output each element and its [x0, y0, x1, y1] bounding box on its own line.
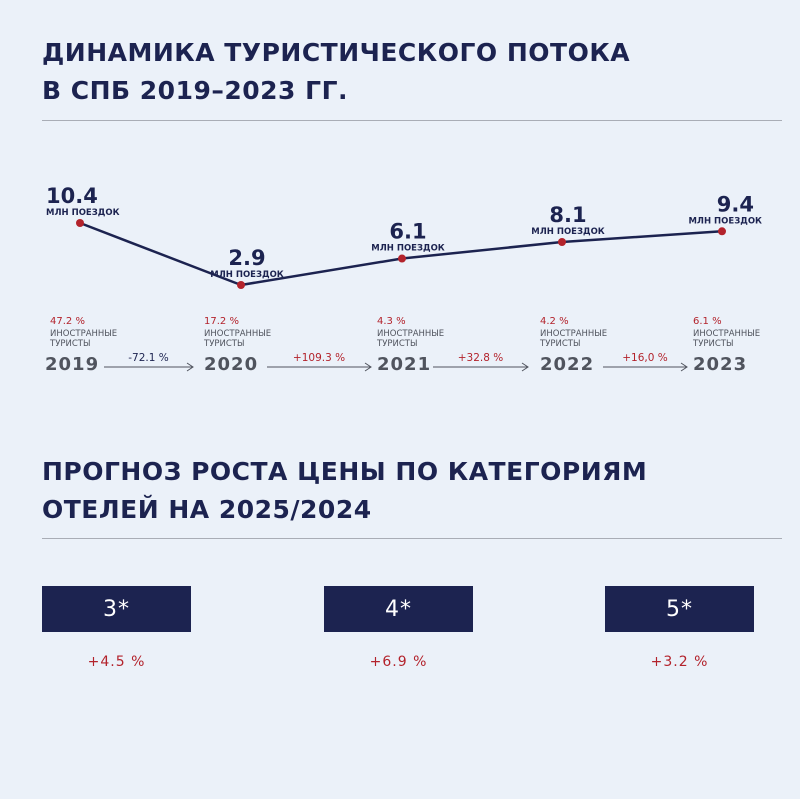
- unit-label: МЛН ПОЕЗДОК: [46, 208, 120, 218]
- year-label: 2021: [377, 354, 431, 375]
- value-label: 6.1: [389, 220, 426, 244]
- section1-title-line2: В СПБ 2019–2023 ГГ.: [42, 76, 349, 105]
- section2-title-line1: ПРОГНОЗ РОСТА ЦЕНЫ ПО КАТЕГОРИЯМ: [42, 457, 648, 486]
- change-arrow-head: [364, 362, 372, 372]
- foreign-share-label: ТУРИСТЫ: [49, 339, 90, 349]
- hotel-category-5-growth: +3.2 %: [650, 654, 709, 670]
- hotel-category-label: 3*: [103, 596, 130, 622]
- section2-title-line2: ОТЕЛЕЙ НА 2025/2024: [42, 495, 372, 524]
- data-point: [718, 227, 726, 236]
- foreign-share-value: 17.2 %: [204, 316, 239, 327]
- hotel-category-label: 4*: [385, 596, 412, 622]
- foreign-share-value: 47.2 %: [50, 316, 85, 327]
- change-arrow-head: [521, 362, 529, 372]
- unit-label: МЛН ПОЕЗДОК: [210, 270, 284, 280]
- hotel-category-3-growth: +4.5 %: [87, 654, 146, 670]
- data-point: [398, 254, 406, 263]
- year-label: 2022: [540, 354, 594, 375]
- divider-bottom: [42, 538, 782, 539]
- unit-label: МЛН ПОЕЗДОК: [371, 244, 445, 254]
- section1-title: ДИНАМИКА ТУРИСТИЧЕСКОГО ПОТОКА В СПБ 201…: [42, 34, 630, 110]
- foreign-share-label: ТУРИСТЫ: [376, 339, 417, 349]
- divider-top: [42, 120, 782, 121]
- foreign-share-label: ТУРИСТЫ: [539, 339, 580, 349]
- year-label: 2023: [693, 354, 747, 375]
- foreign-share-label: ТУРИСТЫ: [203, 339, 244, 349]
- change-label: +16,0 %: [622, 352, 668, 364]
- change-label: +109.3 %: [293, 352, 345, 364]
- data-point: [558, 238, 566, 247]
- value-label: 8.1: [549, 203, 586, 227]
- year-label: 2020: [204, 354, 258, 375]
- foreign-share-label: ИНОСТРАННЫЕ: [377, 329, 444, 339]
- section2-title: ПРОГНОЗ РОСТА ЦЕНЫ ПО КАТЕГОРИЯМ ОТЕЛЕЙ …: [42, 453, 647, 529]
- foreign-share-label: ИНОСТРАННЫЕ: [693, 329, 760, 339]
- change-arrow-head: [186, 362, 194, 372]
- foreign-share-label: ИНОСТРАННЫЕ: [50, 329, 117, 339]
- hotel-category-label: 5*: [666, 596, 693, 622]
- hotel-category-4-star: 4*: [324, 586, 473, 632]
- data-point: [237, 281, 245, 289]
- change-arrow-head: [680, 362, 688, 372]
- foreign-share-value: 6.1 %: [693, 316, 722, 327]
- value-label: 9.4: [717, 192, 754, 216]
- data-point: [76, 219, 84, 227]
- hotel-category-4-growth: +6.9 %: [369, 654, 428, 670]
- foreign-share-label: ТУРИСТЫ: [692, 339, 733, 349]
- hotel-category-5-star: 5*: [605, 586, 754, 632]
- section1-title-line1: ДИНАМИКА ТУРИСТИЧЕСКОГО ПОТОКА: [42, 38, 631, 67]
- change-label: +32.8 %: [458, 352, 504, 364]
- foreign-share-label: ИНОСТРАННЫЕ: [204, 329, 271, 339]
- unit-label: МЛН ПОЕЗДОК: [531, 227, 605, 237]
- foreign-share-value: 4.2 %: [540, 316, 569, 327]
- year-label: 2019: [45, 354, 99, 375]
- change-label: -72.1 %: [128, 352, 169, 364]
- foreign-share-label: ИНОСТРАННЫЕ: [540, 329, 607, 339]
- value-label: 10.4: [46, 184, 98, 208]
- foreign-share-value: 4.3 %: [377, 316, 406, 327]
- unit-label: МЛН ПОЕЗДОК: [688, 216, 762, 226]
- value-label: 2.9: [228, 246, 265, 270]
- hotel-category-3-star: 3*: [42, 586, 191, 632]
